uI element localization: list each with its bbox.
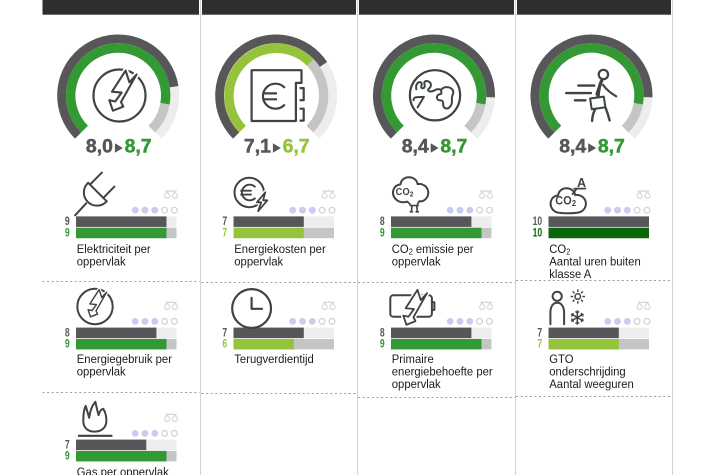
svg-text:9: 9 (380, 339, 385, 351)
svg-text:A: A (577, 176, 586, 190)
svg-text:8,4: 8,4 (402, 135, 429, 157)
svg-text:Energiekosten per: Energiekosten per (234, 243, 326, 256)
svg-text:energiebehoefte per: energiebehoefte per (392, 365, 493, 378)
svg-text:Energiegebruik per: Energiegebruik per (77, 353, 172, 366)
svg-text:CO2 emissie per: CO2 emissie per (392, 243, 474, 257)
svg-text:7: 7 (222, 216, 227, 228)
svg-text:6,7: 6,7 (283, 135, 310, 157)
svg-text:Elektriciteit per: Elektriciteit per (77, 243, 151, 256)
svg-text:10: 10 (533, 216, 543, 228)
svg-text:7: 7 (537, 327, 542, 339)
svg-text:6: 6 (222, 339, 227, 351)
svg-text:Gas per oppervlak: Gas per oppervlak (77, 466, 169, 475)
svg-text:oppervlak: oppervlak (392, 378, 441, 391)
svg-text:8,7: 8,7 (440, 135, 467, 157)
svg-text:7,1: 7,1 (244, 135, 271, 157)
svg-text:oppervlak: oppervlak (77, 255, 126, 268)
svg-text:CO2: CO2 (549, 243, 570, 257)
svg-text:oppervlak: oppervlak (234, 255, 283, 268)
svg-text:onderschrijding: onderschrijding (549, 365, 625, 378)
svg-text:8,7: 8,7 (125, 135, 152, 157)
svg-text:Primaire: Primaire (392, 353, 434, 366)
svg-text:8,7: 8,7 (598, 135, 625, 157)
svg-text:7: 7 (65, 439, 70, 451)
svg-text:Aantal weeguren: Aantal weeguren (549, 378, 634, 391)
svg-text:7: 7 (222, 327, 227, 339)
svg-text:CO2: CO2 (396, 187, 414, 199)
svg-text:9: 9 (65, 339, 70, 351)
svg-text:9: 9 (380, 227, 385, 239)
svg-text:8: 8 (380, 327, 385, 339)
svg-text:oppervlak: oppervlak (77, 365, 126, 378)
svg-text:7: 7 (537, 339, 542, 351)
svg-text:9: 9 (65, 227, 70, 239)
svg-text:9: 9 (65, 451, 70, 463)
svg-text:9: 9 (65, 216, 70, 228)
svg-text:oppervlak: oppervlak (392, 255, 441, 268)
svg-text:klasse A: klasse A (549, 268, 591, 281)
svg-text:8: 8 (65, 327, 70, 339)
svg-text:Aantal uren buiten: Aantal uren buiten (549, 255, 640, 268)
svg-text:8,0: 8,0 (86, 135, 113, 157)
svg-text:7: 7 (222, 227, 227, 239)
svg-text:CO2: CO2 (555, 195, 576, 208)
svg-text:8: 8 (380, 216, 385, 228)
svg-text:Terugverdientijd: Terugverdientijd (234, 353, 314, 366)
svg-text:10: 10 (533, 227, 543, 239)
svg-text:GTO: GTO (549, 353, 573, 366)
svg-text:8,4: 8,4 (559, 135, 586, 157)
